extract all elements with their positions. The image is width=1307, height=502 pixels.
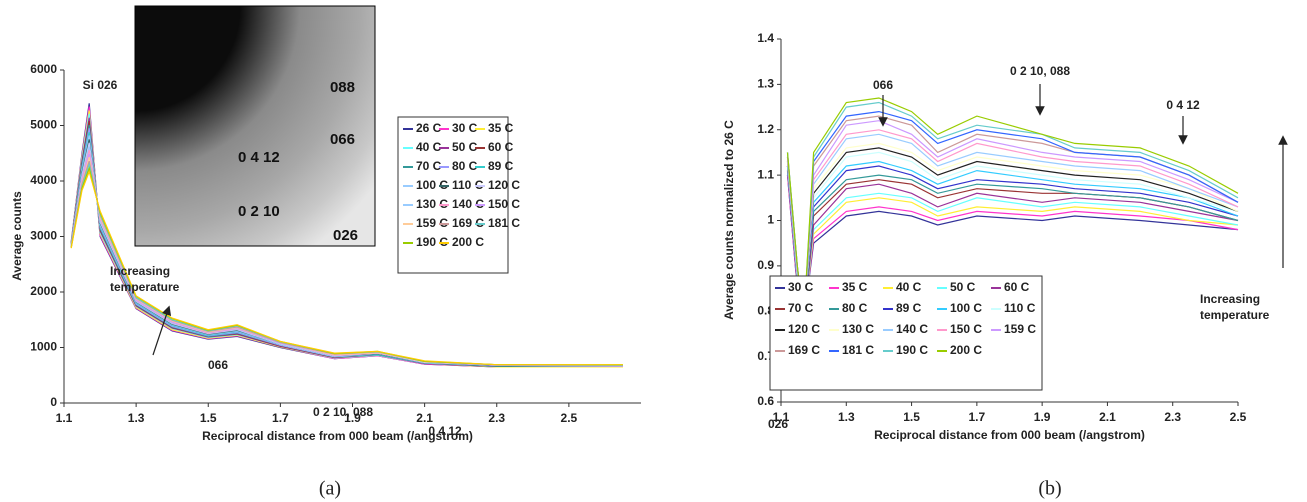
x-tick-label: 1.3 <box>838 410 855 424</box>
x-tick-label: 2.5 <box>1230 410 1247 424</box>
legend-label: 30 C <box>788 280 814 294</box>
annotation: 066 <box>208 358 228 372</box>
legend-box <box>397 116 509 274</box>
inset-label: 026 <box>333 227 358 244</box>
legend-label: 159 C <box>1004 322 1036 336</box>
legend-label: 60 C <box>488 140 514 154</box>
legend-label: 80 C <box>452 159 478 173</box>
x-axis-label: Reciprocal distance from 000 beam (/angs… <box>202 429 473 443</box>
legend-label: 89 C <box>488 159 514 173</box>
legend-label: 50 C <box>452 140 478 154</box>
y-tick-label: 1 <box>767 213 774 227</box>
caption: (b) <box>1038 478 1061 500</box>
y-tick-label: 0 <box>50 395 57 409</box>
legend-label: 100 C <box>416 178 448 192</box>
x-tick-label: 2.1 <box>1099 410 1116 424</box>
y-tick-label: 3000 <box>30 229 57 243</box>
annotation: Increasing temperature <box>1200 292 1270 322</box>
x-tick-label: 1.1 <box>56 411 73 425</box>
legend-label: 169 C <box>788 343 820 357</box>
legend-label: 181 C <box>488 216 520 230</box>
legend-label: 110 C <box>452 178 484 192</box>
annotation: 0 4 12 <box>1166 98 1200 112</box>
x-tick-label: 2.1 <box>416 411 433 425</box>
legend-label: 80 C <box>842 301 868 315</box>
annotation: Increasing temperature <box>110 264 180 294</box>
x-tick-label: 2.3 <box>488 411 505 425</box>
legend-label: 35 C <box>842 280 868 294</box>
annotation: 0 2 10, 088 <box>1010 64 1070 78</box>
y-tick-label: 0.6 <box>757 394 774 408</box>
x-tick-label: 2.3 <box>1164 410 1181 424</box>
legend-label: 200 C <box>950 343 982 357</box>
annotation: 0 4 12 <box>428 424 462 438</box>
inset-label: 0 4 12 <box>238 149 280 166</box>
y-tick-label: 1.1 <box>757 167 774 181</box>
legend-label: 169 C <box>452 216 484 230</box>
legend-label: 140 C <box>452 197 484 211</box>
y-tick-label: 2000 <box>30 284 57 298</box>
legend-label: 190 C <box>896 343 928 357</box>
legend-label: 140 C <box>896 322 928 336</box>
inset-label: 066 <box>330 131 355 148</box>
y-tick-label: 0.9 <box>757 258 774 272</box>
arrow <box>152 305 172 356</box>
legend-label: 120 C <box>788 322 820 336</box>
x-tick-label: 1.9 <box>344 411 361 425</box>
legend-label: 60 C <box>1004 280 1030 294</box>
y-tick-label: 4000 <box>30 173 57 187</box>
x-tick-label: 1.1 <box>773 410 790 424</box>
legend-label: 26 C <box>416 121 442 135</box>
inset-label: 088 <box>330 79 355 96</box>
x-tick-label: 1.5 <box>200 411 217 425</box>
chart: 0.60.70.80.911.11.21.31.41.1 1.3 1.5 1.7 1.9… <box>722 31 1288 500</box>
x-tick-label: 1.7 <box>969 410 986 424</box>
x-tick-label: 1.5 <box>903 410 920 424</box>
annotation: 066 <box>873 78 893 92</box>
y-tick-label: 6000 <box>30 62 57 76</box>
caption: (a) <box>319 478 341 500</box>
x-tick-label: 1.7 <box>272 411 289 425</box>
annotation: 026 <box>768 417 788 431</box>
legend-label: 89 C <box>896 301 922 315</box>
legend-label: 181 C <box>842 343 874 357</box>
legend-label: 35 C <box>488 121 514 135</box>
legend-label: 70 C <box>788 301 814 315</box>
inset-image <box>134 5 376 247</box>
y-axis-label: Average counts <box>10 191 24 281</box>
annotation: 0 2 10, 088 <box>313 405 373 419</box>
legend-label: 120 C <box>488 178 520 192</box>
legend-label: 150 C <box>950 322 982 336</box>
legend-label: 50 C <box>950 280 976 294</box>
series-line <box>70 169 623 366</box>
y-tick-label: 1.3 <box>757 77 774 91</box>
legend-box <box>769 275 1043 391</box>
y-tick-label: 1.4 <box>757 31 774 45</box>
legend-label: 130 C <box>416 197 448 211</box>
legend-label: 100 C <box>950 301 982 315</box>
legend-label: 150 C <box>488 197 520 211</box>
legend-label: 190 C <box>416 235 448 249</box>
legend-label: 40 C <box>896 280 922 294</box>
legend-label: 159 C <box>416 216 448 230</box>
legend-label: 70 C <box>416 159 442 173</box>
y-tick-label: 1.2 <box>757 122 774 136</box>
chart: 0 1000 2000 3000 4000 5000 6000 1.1 1.3 1.5 1.7 1.9… <box>10 5 641 500</box>
y-tick-label: 1000 <box>30 340 57 354</box>
x-tick-label: 1.9 <box>1034 410 1051 424</box>
legend-label: 110 C <box>1004 301 1036 315</box>
legend-label: 130 C <box>842 322 874 336</box>
x-tick-label: 2.5 <box>561 411 578 425</box>
legend-label: 40 C <box>416 140 442 154</box>
y-tick-label: 5000 <box>30 118 57 132</box>
x-tick-label: 1.3 <box>128 411 145 425</box>
legend-label: 200 C <box>452 235 484 249</box>
y-axis-label: Average counts normalized to 26 C <box>722 120 736 320</box>
annotation: Si 026 <box>83 78 118 92</box>
x-axis-label: Reciprocal distance from 000 beam (/angs… <box>874 428 1145 442</box>
legend-label: 30 C <box>452 121 478 135</box>
inset-label: 0 2 10 <box>238 203 280 220</box>
